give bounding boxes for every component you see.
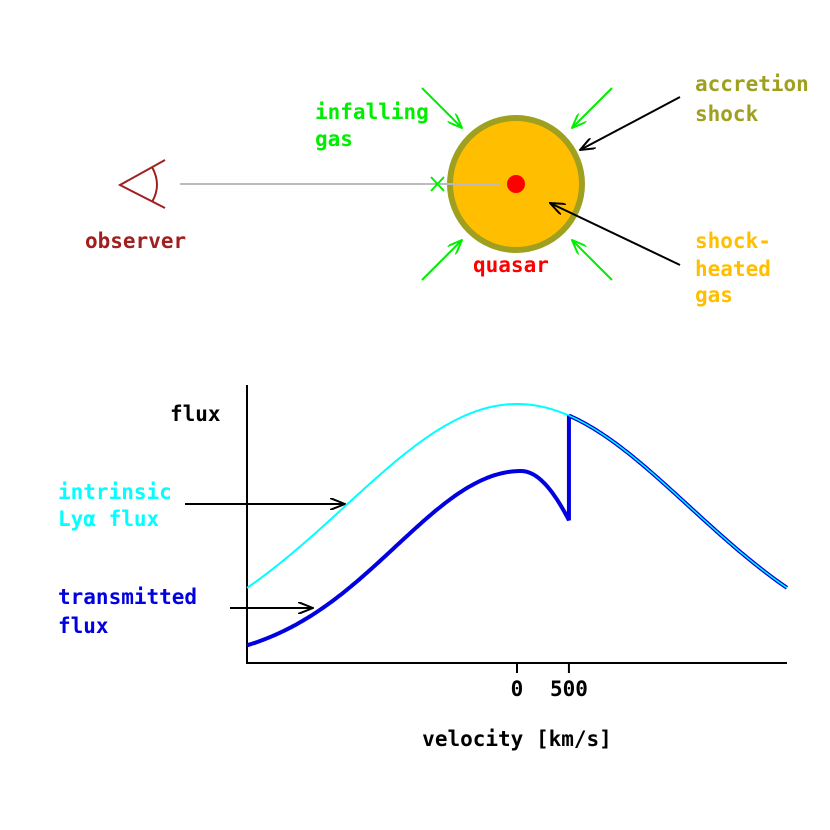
absorption-mark	[430, 176, 445, 192]
intrinsic-curve	[246, 403, 788, 589]
curve-label: intrinsic	[58, 480, 172, 504]
x-tick-label: 0	[511, 677, 524, 701]
label: observer	[85, 229, 186, 253]
infall-arrows	[421, 87, 613, 281]
x-tick-label: 500	[550, 677, 588, 701]
intrinsic-curve-tail	[568, 414, 788, 589]
label: shock	[695, 102, 759, 126]
curve-label: flux	[58, 614, 109, 638]
transmitted-curve	[246, 415, 571, 648]
quasar-dot	[507, 175, 525, 193]
label: quasar	[473, 253, 549, 277]
y-axis-label: flux	[170, 402, 221, 426]
x-axis-label: velocity [km/s]	[422, 727, 612, 751]
label: shock-	[695, 229, 771, 253]
pointer-arrows	[185, 96, 681, 608]
label: infalling	[315, 100, 429, 124]
eye-icon	[117, 159, 166, 209]
transmitted-curve-tail	[568, 413, 789, 590]
label: gas	[695, 283, 733, 307]
curve-label: transmitted	[58, 585, 197, 609]
curve-label: Lyα flux	[58, 507, 160, 531]
label: accretion	[695, 72, 809, 96]
label: gas	[315, 127, 353, 151]
label: heated	[695, 257, 771, 281]
